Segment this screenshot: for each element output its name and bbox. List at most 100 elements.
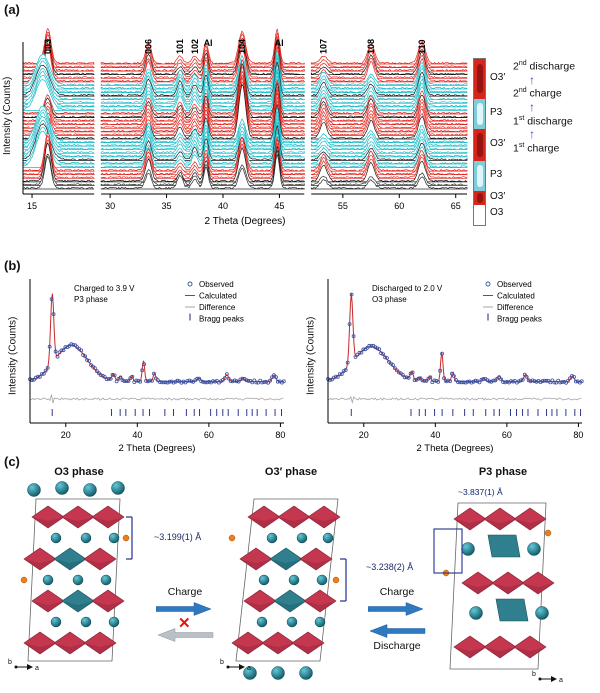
svg-text:101: 101 [175, 39, 185, 54]
waterfall-axes: 15 30 35 40 45 55 60 65 2 Theta (Degrees) [22, 42, 467, 227]
cycle-label: 2nd charge [513, 87, 562, 100]
cycle-labels: 2nd discharge ↑ 2nd charge ↑ 1st discharge ↑ 1… [513, 60, 599, 155]
svg-text:2 Theta (Degrees): 2 Theta (Degrees) [417, 443, 494, 453]
svg-text:Bragg peaks: Bragg peaks [497, 315, 542, 324]
charge-arrow-icon [156, 602, 212, 616]
rietveld-chart-discharged: Intensity (Counts) 20 40 60 80 2 Theta (Degr… [304, 271, 590, 453]
phase-bar-segment [474, 59, 485, 99]
svg-text:Charged to 3.9 V: Charged to 3.9 V [74, 284, 135, 293]
panel-a-ylabel: Intensity (Counts) [2, 76, 13, 156]
svg-text:45: 45 [274, 201, 284, 211]
peak-labels: 003 006 101 102 Al 104 Al 107 108 110 [43, 38, 427, 54]
svg-text:30: 30 [105, 201, 115, 211]
observed-points [326, 292, 584, 385]
phase-label: O3′ [490, 191, 506, 202]
phase-labels: O3′ P3 O3′ P3 O3′ O3 [486, 58, 513, 226]
phase-bar-capsule [477, 132, 483, 157]
unit-cell-outline [27, 498, 121, 662]
state-annotation: Discharged to 2.0 V O3 phase [372, 284, 443, 304]
svg-text:35: 35 [162, 201, 172, 211]
svg-text:Observed: Observed [199, 280, 234, 289]
phase-bar-group: O3′ P3 O3′ P3 O3′ O3 [473, 58, 513, 226]
phase-label: O3′ [490, 138, 506, 149]
svg-text:20: 20 [359, 430, 369, 440]
axis-label-b: b [220, 659, 224, 666]
refinement-axes: 20 40 60 80 2 Theta (Degrees) [327, 279, 583, 453]
observed-points [28, 297, 286, 385]
phase-label-o3: O3 [490, 207, 504, 218]
axis-label-a: a [35, 665, 39, 672]
phase-label: P3 [490, 169, 503, 180]
interlayer-distance-o3prime: ~3.238(2) Å [366, 562, 414, 572]
axis-label-b: b [8, 659, 12, 666]
svg-text:40: 40 [218, 201, 228, 211]
structure-p3-title: P3 phase [478, 466, 528, 478]
structure-o3prime: O3′ phase [216, 466, 366, 683]
bragg-ticks [350, 409, 582, 416]
svg-text:006: 006 [144, 39, 154, 54]
svg-text:Discharged to 2.0 V: Discharged to 2.0 V [372, 284, 443, 293]
svg-text:Al: Al [204, 38, 213, 48]
panel-a-label: (a) [4, 2, 20, 17]
svg-text:Observed: Observed [497, 280, 532, 289]
svg-text:40: 40 [430, 430, 440, 440]
panel-b: (b) Intensity (Counts) 20 40 60 80 2 Theta (… [0, 258, 600, 456]
cycle-label: 2nd discharge [513, 60, 576, 73]
octahedra-layers [453, 507, 555, 659]
unit-cell-outline [449, 502, 547, 670]
panel-a: (a) Intensity (Counts) 15 30 35 40 45 55 60 65 2… [0, 2, 600, 258]
rietveld-charged-ylabel: Intensity (Counts) [7, 316, 19, 396]
transition-o3-o3prime: ~3.199(1) Å Charge ✕ [154, 466, 216, 686]
phase-bar-capsule [477, 164, 483, 187]
svg-text:003: 003 [43, 39, 53, 54]
charge-arrow-icon [368, 602, 424, 616]
svg-text:20: 20 [61, 430, 71, 440]
svg-text:Bragg peaks: Bragg peaks [199, 315, 244, 324]
distance-bracket [340, 558, 347, 602]
charge-label-2: Charge [379, 586, 415, 598]
unit-cell-outline [235, 498, 339, 662]
interlayer-distance-p3: ~3.837(1) Å [458, 487, 503, 497]
svg-text:80: 80 [275, 430, 285, 440]
panel-a-row: Intensity (Counts) 15 30 35 40 45 55 60 65 2 The… [0, 2, 600, 238]
svg-text:65: 65 [451, 201, 461, 211]
cycle-up-arrow-icon: ↑ [529, 99, 535, 114]
transition-o3prime-p3: ~3.238(2) Å Charge Discharge [366, 466, 428, 686]
panel-b-label: (b) [4, 258, 21, 273]
rietveld-chart-charged: Intensity (Counts) 20 40 60 80 2 Theta (Degr… [6, 271, 292, 453]
distance-bracket [126, 516, 133, 560]
axis-label-a: a [559, 677, 563, 684]
discharge-label: Discharge [373, 640, 421, 652]
svg-text:Difference: Difference [199, 303, 236, 312]
difference-curve [29, 394, 284, 404]
svg-text:60: 60 [204, 430, 214, 440]
axis-glyph: a b [8, 659, 39, 672]
waterfall-traces [22, 28, 468, 190]
structure-p3-drawing: ~3.837(1) Å [433, 487, 563, 684]
panel-b-row: Intensity (Counts) 20 40 60 80 2 Theta (Degr… [6, 271, 600, 453]
svg-text:104: 104 [237, 39, 247, 54]
charge-label-1: Charge [167, 586, 203, 598]
blocked-x-icon: ✕ [178, 615, 191, 632]
phase-bar-segment [474, 129, 485, 161]
insitu-xrd-plot: 15 30 35 40 45 55 60 652 Theta (Degrees)003 006 1… [22, 28, 468, 227]
na-atoms [42, 532, 120, 628]
cycle-up-arrow-icon: ↑ [529, 72, 535, 87]
svg-text:Al: Al [275, 38, 284, 48]
svg-text:55: 55 [338, 201, 348, 211]
phase-bar-segment [474, 99, 485, 129]
phase-label: O3′ [490, 72, 506, 83]
svg-text:O3 phase: O3 phase [372, 295, 407, 304]
panel-c-row: O3 phase [4, 466, 600, 687]
phase-bar-capsule [477, 192, 483, 204]
interlayer-distance-o3: ~3.199(1) Å [154, 532, 202, 542]
structure-o3-title: O3 phase [54, 466, 104, 478]
svg-text:107: 107 [319, 39, 329, 54]
svg-text:60: 60 [394, 201, 404, 211]
legend: Observed Calculated Difference Bragg peaks [483, 280, 542, 324]
svg-text:Calculated: Calculated [199, 292, 237, 301]
difference-curve [327, 395, 582, 405]
na-top-row [27, 481, 125, 497]
na-atoms [256, 532, 334, 628]
